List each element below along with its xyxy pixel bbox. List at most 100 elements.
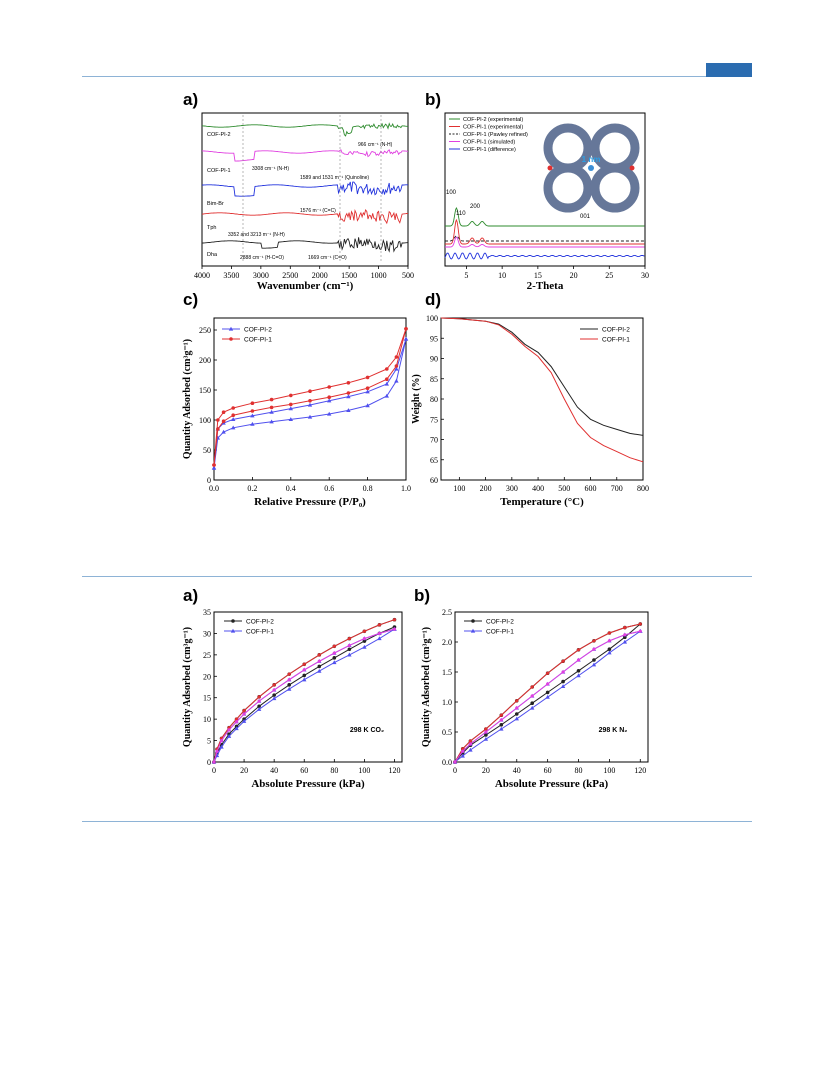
data-point [221,410,226,415]
series-line-cof-pi-2 [213,626,395,763]
data-point [403,336,409,341]
desorption-point [576,648,581,652]
xtick-label: 0.0 [209,484,219,493]
data-point [332,660,337,665]
x-axis-label: Relative Pressure (P/P₀) [254,496,366,508]
tga-chart: 100 200 300 400 500 600 700 800 60 65 70 75 80 85 90 95… [411,314,649,508]
pxrd-legend: COF-PI-2 (experimental) COF-PI-1 (experim… [449,117,528,153]
desorption-point [530,685,534,689]
xtick-label: 20 [240,766,248,775]
data-point [394,364,399,368]
data-point [385,367,389,371]
condition-label: 298 K N₂ [599,727,628,734]
ytick-label: 150 [199,386,211,395]
series-line-cof-pi-1 [213,628,395,763]
xtick-label: 800 [637,484,649,493]
chart-c-frame [213,317,407,481]
desorption-point [561,670,565,674]
ytick-label: 2.5 [442,608,452,617]
legend-marker [470,628,476,633]
pxrd-frame [444,112,646,267]
data-point [545,694,550,699]
top-rule [82,76,752,77]
desorption-line [213,628,395,763]
data-point [272,693,276,697]
xtick-label: 700 [611,484,623,493]
desorption-point [468,742,473,746]
desorption-point [287,678,291,682]
pxrd-inset-structure: 1 nm [543,123,640,213]
data-point [346,408,351,412]
desorption-point [623,633,627,637]
desorption-point [607,639,612,643]
pxrd-legend-label: COF-PI-2 (experimental) [463,117,523,123]
xtick-label: 100 [453,484,465,493]
data-point [362,644,367,649]
data-point [287,686,292,691]
ftir-frame [201,112,409,267]
data-point [307,402,313,407]
data-point [514,716,519,721]
data-point [241,718,247,723]
pxrd-inset-label: 1 nm [582,155,601,164]
data-point [346,381,351,385]
ftir-label-dha: Dha [207,252,218,258]
desorption-point [347,636,351,641]
xtick-label: 120 [634,766,646,775]
header-tab [706,63,752,77]
data-point [607,647,612,651]
desorption-point [623,626,627,630]
data-point [250,413,255,418]
ytick-label: 70 [430,436,438,445]
data-point [607,650,612,655]
ytick-label: 65 [430,456,438,465]
data-point [327,385,332,389]
legend-marker [228,326,234,331]
data-point [385,377,389,382]
desorption-line [454,623,641,763]
inset-ring-3 [543,163,593,213]
data-point [308,399,312,403]
data-point [288,406,293,411]
data-point [288,417,293,421]
xtick-label: 80 [330,766,338,775]
ftir-ann-2888: 2888 cm⁻¹ (H-C=O) [240,255,284,261]
ftir-xtick-label: 1000 [371,271,387,280]
data-point [302,673,307,678]
pxrd-peak-110: 110 [456,211,466,217]
ytick-label: 20 [203,672,211,681]
desorption-point [530,694,534,698]
data-point [250,409,255,413]
desorption-line [213,619,395,763]
inset-dot-1 [588,165,594,171]
xtick-label: 200 [480,484,492,493]
series-line-cof-pi-2 [213,338,407,469]
ftir-label-tph: Tph [207,225,216,231]
desorption-point [242,708,246,713]
desorption-point [302,668,306,672]
data-point [347,652,352,657]
series-line-cof-pi-1 [213,328,407,466]
ytick-label: 75 [430,415,438,424]
xtick-label: 600 [585,484,597,493]
legend-marker [230,628,236,633]
pxrd-chart: COF-PI-2 (experimental) COF-PI-1 (experim… [444,112,649,292]
ytick-label: 200 [199,356,211,365]
panel-label-1a: a) [183,90,198,109]
ftir-trace-cof-pi-1 [202,149,409,162]
xtick-label: 300 [506,484,518,493]
desorption-point [392,627,397,631]
desorption-point [257,695,261,699]
pxrd-xtick-label: 30 [641,271,649,280]
xtick-label: 1.0 [401,484,411,493]
pxrd-trace-4 [444,252,645,260]
data-point [327,395,332,400]
desorption-point [347,643,351,648]
xtick-label: 80 [575,766,583,775]
ftir-ann-1589: 1589 and 1531 m⁻¹ (Quinoline) [300,175,369,181]
desorption-point [461,747,465,751]
desorption-point [317,653,321,657]
y-axis-label: Quantity Adsorbed (cm³g⁻¹) [421,627,432,747]
ytick-label: 100 [199,416,211,425]
desorption-point [561,659,565,663]
